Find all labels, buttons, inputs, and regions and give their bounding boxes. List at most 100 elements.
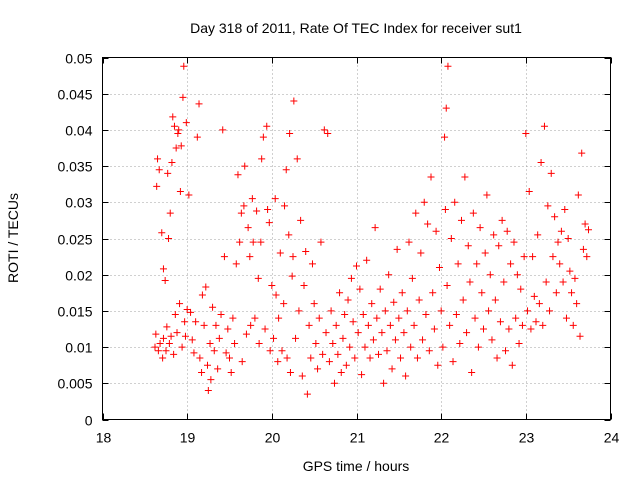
data-point	[180, 62, 188, 70]
data-point	[581, 220, 589, 228]
data-point	[354, 329, 362, 337]
data-point	[474, 343, 482, 351]
data-point	[165, 339, 173, 347]
data-point	[496, 318, 504, 326]
data-point	[312, 339, 320, 347]
data-point	[292, 334, 300, 342]
data-point	[518, 321, 526, 329]
data-point	[242, 330, 250, 338]
data-point	[236, 238, 244, 246]
data-point	[473, 260, 481, 268]
data-point	[167, 332, 175, 340]
data-point	[415, 296, 423, 304]
data-point	[232, 260, 240, 268]
data-point	[432, 227, 440, 235]
data-point	[544, 202, 552, 210]
data-point	[185, 191, 193, 199]
data-point	[314, 365, 322, 373]
data-point	[525, 187, 533, 195]
data-point	[508, 361, 516, 369]
data-point	[413, 354, 421, 362]
data-point	[456, 339, 464, 347]
x-tick-label: 22	[434, 430, 450, 446]
data-point	[397, 354, 405, 362]
y-tick-label: 0.01	[65, 340, 92, 356]
y-tick-label: 0.015	[57, 304, 92, 320]
data-point	[173, 329, 181, 337]
data-point	[283, 354, 291, 362]
data-point	[174, 130, 182, 138]
data-point	[155, 166, 163, 174]
y-tick-labels: 0 0.005 0.01 0.015 0.02 0.025 0.03 0.035 0.04 0.0…	[57, 51, 92, 429]
data-point	[371, 224, 379, 232]
data-point	[434, 361, 442, 369]
data-point	[295, 307, 303, 315]
data-point	[161, 276, 169, 284]
data-point	[264, 206, 272, 214]
data-point	[285, 231, 293, 239]
data-point	[303, 390, 311, 398]
data-point	[451, 198, 459, 206]
data-point	[188, 336, 196, 344]
data-point	[564, 235, 572, 242]
data-point	[443, 282, 451, 290]
data-point	[159, 265, 167, 273]
data-point	[576, 332, 584, 340]
data-point	[347, 274, 355, 282]
data-point	[162, 347, 170, 355]
data-point	[476, 224, 484, 232]
data-point	[568, 289, 576, 297]
data-point	[153, 182, 161, 190]
data-point	[288, 272, 296, 280]
data-point	[444, 62, 452, 70]
data-point	[255, 339, 263, 347]
data-point	[266, 347, 274, 355]
data-point	[227, 368, 235, 376]
data-point	[500, 278, 508, 286]
data-point	[502, 347, 510, 355]
data-point	[503, 227, 511, 235]
data-point	[390, 298, 398, 306]
data-point	[278, 347, 286, 355]
data-point	[322, 329, 330, 337]
data-point	[187, 308, 195, 316]
data-point	[437, 307, 445, 315]
data-point	[522, 130, 530, 138]
data-point	[282, 166, 290, 174]
data-point	[449, 358, 457, 366]
data-point	[259, 133, 267, 141]
data-point	[152, 330, 160, 338]
data-point	[307, 354, 315, 362]
data-point	[446, 321, 454, 329]
data-point	[441, 206, 449, 214]
data-point	[517, 285, 525, 293]
data-point	[320, 126, 328, 134]
data-point	[178, 343, 186, 351]
data-point	[561, 206, 569, 214]
data-point	[559, 278, 567, 286]
data-point	[330, 379, 338, 387]
data-point	[373, 314, 381, 322]
x-tick-label: 23	[519, 430, 535, 446]
data-point	[478, 289, 486, 297]
data-point	[375, 350, 383, 358]
data-point	[378, 329, 386, 337]
data-point	[156, 339, 164, 347]
data-point	[380, 379, 388, 387]
data-point	[419, 336, 427, 344]
data-point	[215, 334, 223, 342]
data-point	[268, 282, 276, 290]
data-point	[238, 358, 246, 366]
data-point	[442, 104, 450, 112]
y-tick-label: 0.025	[57, 232, 92, 248]
data-point	[165, 235, 173, 242]
data-point	[513, 271, 521, 279]
data-point	[198, 291, 206, 299]
data-point	[363, 256, 371, 264]
data-point	[253, 207, 261, 215]
data-point	[317, 238, 325, 246]
data-point	[193, 133, 201, 141]
data-point	[356, 285, 364, 293]
data-point	[491, 296, 499, 304]
x-axis-label: GPS time / hours	[303, 458, 410, 474]
